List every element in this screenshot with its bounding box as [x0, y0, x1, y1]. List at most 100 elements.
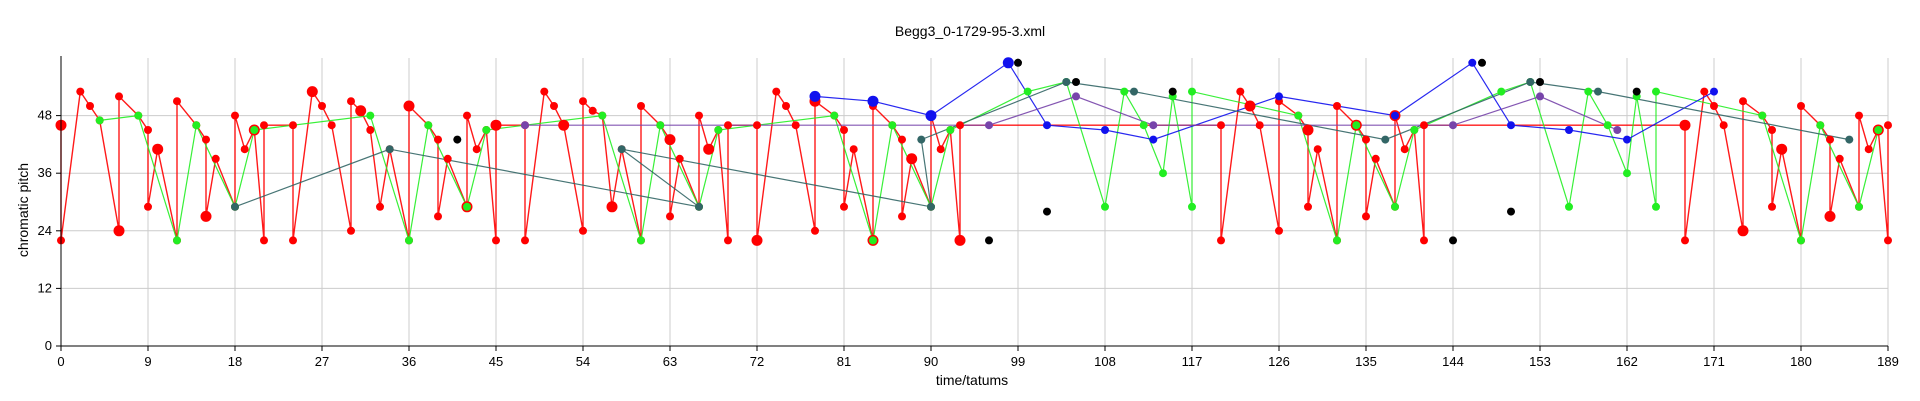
data-point-green: [1120, 87, 1129, 96]
data-point-green: [1758, 111, 1767, 120]
data-point-red: [1884, 236, 1892, 245]
data-point-purple: [1149, 121, 1158, 130]
data-point-black: [1632, 87, 1641, 96]
data-point-red: [490, 119, 502, 131]
data-point-green: [714, 126, 723, 134]
y-tick-label: 0: [45, 338, 52, 353]
data-point-green: [95, 116, 104, 125]
data-point-blue: [809, 90, 821, 102]
x-tick-label: 162: [1616, 354, 1638, 369]
data-point-black: [453, 135, 462, 144]
data-point-blue: [867, 95, 879, 107]
data-point-red: [1302, 124, 1314, 136]
data-point-green: [1352, 121, 1361, 130]
data-point-red: [1768, 126, 1776, 134]
axes: [56, 56, 1889, 351]
data-point-red: [240, 145, 249, 154]
x-tick-label: 126: [1268, 354, 1290, 369]
data-point-red: [703, 143, 715, 155]
data-point-red: [579, 226, 587, 235]
data-point-red: [1776, 143, 1788, 155]
data-point-green: [463, 202, 471, 211]
data-point-red: [1255, 121, 1264, 130]
data-point-red: [1797, 102, 1805, 110]
data-point-green: [1139, 121, 1148, 130]
data-point-teal: [695, 202, 703, 211]
data-point-green: [888, 121, 897, 130]
data-point-red: [289, 236, 297, 245]
data-point-green: [656, 121, 665, 130]
data-point-red: [86, 102, 94, 110]
data-point-green: [1816, 121, 1825, 130]
data-point-teal: [231, 202, 239, 211]
data-point-red: [434, 212, 442, 221]
data-point-red: [1826, 135, 1834, 144]
data-point-teal: [1845, 135, 1854, 144]
data-point-red: [1719, 121, 1728, 130]
data-point-red: [606, 201, 618, 213]
data-point-red: [724, 236, 732, 245]
tick-labels: 0 9 18 27 36 45 54 63 72 81 90 99 108 117 126 135 144 153…: [38, 108, 1899, 369]
y-tick-label: 12: [38, 280, 52, 295]
data-point-black: [1072, 78, 1080, 86]
data-point-blue: [1002, 57, 1014, 69]
data-point-red: [956, 121, 964, 130]
data-point-green: [482, 126, 491, 134]
data-point-red: [588, 106, 597, 115]
data-point-red: [306, 86, 318, 98]
data-point-green: [134, 111, 143, 120]
data-point-red: [1217, 236, 1225, 245]
data-point-green: [1584, 87, 1593, 96]
data-point-teal: [385, 145, 394, 154]
data-point-teal: [617, 145, 626, 154]
x-tick-label: 189: [1877, 354, 1899, 369]
data-point-teal: [917, 135, 926, 144]
y-tick-label: 36: [38, 165, 52, 180]
data-point-red: [1420, 121, 1428, 130]
data-point-red: [260, 236, 268, 245]
data-point-red: [1420, 236, 1428, 245]
y-axis-label: chromatic pitch: [15, 163, 31, 257]
data-point-red: [1313, 145, 1322, 154]
data-point-red: [1275, 226, 1283, 235]
data-point-red: [1371, 154, 1380, 163]
x-tick-label: 171: [1703, 354, 1725, 369]
data-point-red: [1244, 100, 1256, 112]
x-tick-label: 108: [1094, 354, 1116, 369]
data-point-green: [1497, 87, 1506, 96]
x-tick-label: 135: [1355, 354, 1377, 369]
data-point-red: [666, 212, 674, 221]
data-point-red: [318, 102, 326, 110]
x-tick-label: 27: [315, 354, 329, 369]
data-point-green: [598, 111, 607, 120]
data-point-green: [637, 236, 645, 245]
x-tick-label: 153: [1529, 354, 1551, 369]
data-point-green: [1159, 169, 1167, 178]
x-tick-label: 9: [144, 354, 151, 369]
data-point-red: [434, 135, 442, 144]
x-tick-label: 18: [228, 354, 242, 369]
data-point-red: [403, 100, 415, 112]
data-point-red: [347, 97, 355, 106]
data-point-red: [1362, 212, 1370, 221]
data-point-red: [664, 134, 676, 146]
data-point-red: [675, 154, 684, 163]
data-point-red: [211, 154, 220, 163]
data-point-red: [1739, 97, 1747, 106]
data-point-red: [144, 202, 152, 211]
data-point-red: [1824, 210, 1836, 222]
data-point-red: [1700, 87, 1709, 96]
data-point-red: [355, 105, 367, 117]
data-point-red: [260, 121, 268, 130]
data-point-purple: [1072, 92, 1080, 101]
data-point-teal: [1381, 135, 1390, 144]
data-point-red: [1835, 154, 1844, 163]
data-point-red: [327, 121, 336, 130]
data-point-red: [472, 145, 481, 154]
data-point-green: [192, 121, 201, 130]
x-tick-label: 0: [57, 354, 64, 369]
data-point-red: [200, 210, 212, 222]
data-point-teal: [1594, 87, 1602, 96]
data-point-blue: [1149, 135, 1158, 144]
